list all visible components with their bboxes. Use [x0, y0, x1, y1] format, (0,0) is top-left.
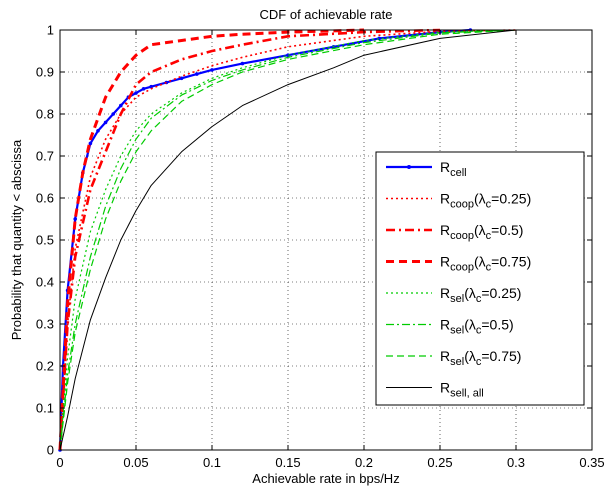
y-tick-label: 0.2 — [36, 359, 54, 374]
legend-entry-0: Rcell — [386, 159, 467, 179]
series-point — [240, 61, 245, 66]
legend-entry-5: Rsel(λc=0.5) — [386, 317, 514, 337]
legend-label: Rcoop(λc=0.25) — [440, 191, 531, 211]
series-line-2 — [58, 28, 441, 451]
y-tick-label: 0.1 — [36, 401, 54, 416]
x-tick-label: 0.3 — [507, 455, 525, 470]
legend-label: Rsel(λc=0.5) — [440, 317, 514, 337]
series-point — [103, 120, 108, 125]
legend-marker — [407, 165, 411, 169]
series-point — [119, 103, 123, 108]
legend-label: Rcoop(λc=0.75) — [440, 254, 531, 274]
series-line-0 — [58, 28, 471, 451]
y-tick-label: 1 — [47, 23, 54, 38]
x-tick-label: 0.35 — [579, 455, 604, 470]
series-layer — [58, 28, 517, 452]
x-tick-label: 0.15 — [275, 455, 300, 470]
y-tick-label: 0 — [47, 443, 54, 458]
series-line-4 — [59, 29, 517, 451]
y-tick-label: 0.9 — [36, 65, 54, 80]
legend-label: Rsel(λc=0.75) — [440, 348, 521, 368]
series-point — [141, 87, 146, 91]
series-point — [73, 217, 77, 221]
y-tick-label: 0.5 — [36, 233, 54, 248]
series-line-6 — [59, 29, 517, 451]
y-tick-label: 0.7 — [36, 149, 54, 164]
y-axis-label: Probability that quantity < abscissa — [9, 139, 24, 340]
series-point — [134, 91, 138, 95]
series-point — [195, 72, 199, 76]
x-axis-label: Achievable rate in bps/Hz — [252, 471, 399, 486]
chart-title: CDF of achievable rate — [260, 7, 393, 22]
legend-label: Rcoop(λc=0.5) — [440, 222, 523, 242]
y-tick-label: 0.6 — [36, 191, 54, 206]
series-line-1 — [59, 29, 517, 451]
legend-entry-4: Rsel(λc=0.25) — [386, 285, 521, 305]
legend: Rcell Rcoop(λc=0.25) Rcoop(λc=0.5) Rcoop(λc… — [375, 151, 585, 406]
legend-entry-6: Rsel(λc=0.75) — [386, 348, 521, 368]
x-tick-label: 0.1 — [203, 455, 221, 470]
series-point — [111, 112, 115, 116]
legend-entry-1: Rcoop(λc=0.25) — [386, 191, 531, 211]
x-tick-label: 0 — [56, 455, 63, 470]
x-tick-label: 0.25 — [427, 455, 452, 470]
y-tick-label: 0.3 — [36, 317, 54, 332]
x-tick-label: 0.2 — [355, 455, 373, 470]
series-line-3 — [58, 28, 365, 451]
series-line-5 — [59, 29, 517, 451]
ticks: 0 0.05 0.1 0.15 0.2 0.25 0.3 0.35 0 0.1 0.2 0.3 0.4 0… — [36, 23, 605, 471]
legend-label: Rcell — [440, 159, 467, 179]
x-tick-label: 0.05 — [123, 455, 148, 470]
series-point — [286, 53, 290, 57]
legend-box — [375, 151, 585, 406]
y-tick-label: 0.8 — [36, 107, 54, 122]
series-point — [210, 68, 214, 72]
series-point — [88, 141, 93, 146]
legend-entry-3: Rcoop(λc=0.75) — [386, 254, 531, 274]
series-line-7 — [59, 29, 517, 451]
y-tick-label: 0.4 — [36, 275, 54, 290]
legend-label: Rsel(λc=0.25) — [440, 285, 521, 305]
legend-entry-2: Rcoop(λc=0.5) — [386, 222, 523, 242]
legend-label: Rsell, all — [440, 380, 484, 400]
series-point — [96, 129, 100, 133]
legend-entry-7: Rsell, all — [386, 380, 484, 400]
series-point — [179, 76, 184, 81]
